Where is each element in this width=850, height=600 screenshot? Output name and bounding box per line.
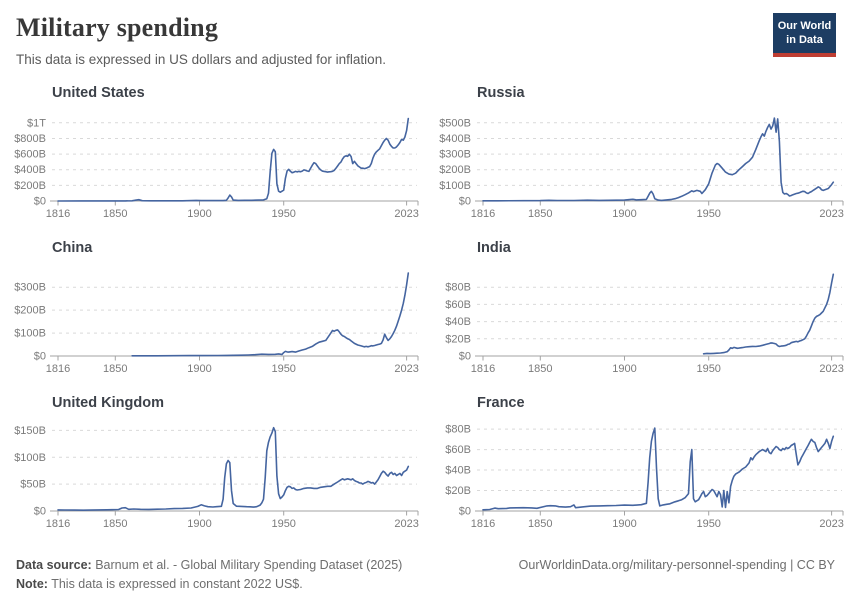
svg-text:2023: 2023: [394, 518, 418, 530]
svg-text:$200B: $200B: [14, 180, 46, 192]
line-chart-china: $0 $100B $200B $300B 1816 1850 1900 1950 2023: [14, 272, 419, 375]
data-source-label: Data source:: [16, 558, 92, 572]
svg-text:$200B: $200B: [439, 164, 471, 176]
svg-text:1850: 1850: [103, 518, 127, 530]
small-multiples-grid: United States $0 $200B $400B $600B $800B $1T 1…: [0, 82, 850, 547]
svg-text:$60B: $60B: [445, 444, 471, 456]
line-chart-united-kingdom: $0 $50B $100B $150B 1816 1850 1900 1950 2023: [14, 425, 419, 530]
svg-text:1816: 1816: [471, 363, 495, 375]
line-chart-russia: $0 $100B $200B $300B $400B $500B 1816 1850 1900 1…: [439, 117, 844, 220]
svg-text:1900: 1900: [187, 363, 211, 375]
svg-text:$1T: $1T: [27, 117, 46, 129]
svg-text:$0: $0: [459, 506, 471, 518]
svg-text:1950: 1950: [696, 208, 720, 220]
note-line: Note: This data is expressed in constant…: [16, 575, 402, 594]
svg-text:2023: 2023: [819, 363, 843, 375]
svg-text:$300B: $300B: [14, 282, 46, 294]
svg-text:1850: 1850: [528, 518, 552, 530]
logo-text-line2: in Data: [786, 33, 823, 46]
page-title: Military spending: [16, 13, 219, 42]
svg-text:$200B: $200B: [14, 305, 46, 317]
svg-text:$100B: $100B: [14, 452, 46, 464]
chart-cell-united-kingdom: United Kingdom $0 $50B $100B $150B 1816 1850 1…: [0, 392, 425, 547]
svg-text:1950: 1950: [271, 363, 295, 375]
chart-title-russia: Russia: [477, 85, 525, 101]
svg-text:1900: 1900: [187, 208, 211, 220]
svg-text:1900: 1900: [612, 208, 636, 220]
note-text: This data is expressed in constant 2022 …: [51, 576, 303, 591]
owid-logo: Our World in Data: [773, 13, 836, 57]
svg-text:$0: $0: [34, 196, 46, 208]
line-chart-united-states: $0 $200B $400B $600B $800B $1T 1816 1850 1900 195…: [14, 117, 419, 220]
logo-text-line1: Our World: [777, 20, 832, 32]
svg-text:$80B: $80B: [445, 282, 471, 294]
chart-cell-united-states: United States $0 $200B $400B $600B $800B $1T 1…: [0, 82, 425, 237]
footer-source-block: Data source: Barnum et al. - Global Mili…: [16, 556, 402, 594]
chart-title-united-kingdom: United Kingdom: [52, 395, 164, 411]
chart-cell-russia: Russia $0 $100B $200B $300B $400B $500B 1816 18…: [425, 82, 850, 237]
svg-text:1850: 1850: [103, 363, 127, 375]
svg-text:1816: 1816: [46, 208, 70, 220]
svg-text:$40B: $40B: [445, 465, 471, 477]
page-subtitle: This data is expressed in US dollars and…: [16, 52, 386, 67]
svg-text:1850: 1850: [528, 208, 552, 220]
svg-text:1816: 1816: [46, 363, 70, 375]
svg-text:$80B: $80B: [445, 424, 471, 436]
svg-text:$300B: $300B: [439, 149, 471, 161]
svg-text:$20B: $20B: [445, 485, 471, 497]
chart-title-united-states: United States: [52, 85, 145, 101]
svg-text:$500B: $500B: [439, 117, 471, 129]
data-source-text: Barnum et al. - Global Military Spending…: [95, 558, 403, 572]
svg-text:$0: $0: [459, 196, 471, 208]
svg-text:1950: 1950: [271, 518, 295, 530]
svg-text:1900: 1900: [612, 518, 636, 530]
svg-text:1950: 1950: [696, 518, 720, 530]
svg-text:2023: 2023: [394, 208, 418, 220]
svg-text:$150B: $150B: [14, 425, 46, 437]
svg-text:1850: 1850: [103, 208, 127, 220]
svg-text:$0: $0: [459, 351, 471, 363]
svg-text:1900: 1900: [187, 518, 211, 530]
line-chart-india: $0 $20B $40B $60B $80B 1816 1850 1900 1950 2023: [445, 273, 844, 375]
svg-text:$50B: $50B: [20, 479, 46, 491]
svg-text:$0: $0: [34, 506, 46, 518]
svg-text:$600B: $600B: [14, 149, 46, 161]
svg-text:$0: $0: [34, 351, 46, 363]
svg-text:$100B: $100B: [14, 328, 46, 340]
svg-text:1950: 1950: [696, 363, 720, 375]
chart-cell-india: India $0 $20B $40B $60B $80B 1816 1850 1900 1950…: [425, 237, 850, 392]
svg-text:$20B: $20B: [445, 333, 471, 345]
chart-footer: Data source: Barnum et al. - Global Mili…: [0, 547, 850, 594]
chart-title-china: China: [52, 240, 93, 256]
svg-text:1950: 1950: [271, 208, 295, 220]
svg-text:$800B: $800B: [14, 133, 46, 145]
svg-text:2023: 2023: [819, 518, 843, 530]
line-chart-france: $0 $20B $40B $60B $80B 1816 1850 1900 1950 2023: [445, 424, 844, 530]
data-source-line: Data source: Barnum et al. - Global Mili…: [16, 556, 402, 575]
svg-text:1850: 1850: [528, 363, 552, 375]
chart-header: Military spending This data is expressed…: [0, 0, 850, 82]
chart-title-france: France: [477, 395, 525, 411]
svg-text:$60B: $60B: [445, 299, 471, 311]
svg-text:1900: 1900: [612, 363, 636, 375]
svg-text:$100B: $100B: [439, 180, 471, 192]
svg-text:$40B: $40B: [445, 316, 471, 328]
svg-text:$400B: $400B: [439, 133, 471, 145]
note-label: Note:: [16, 576, 48, 591]
svg-text:$400B: $400B: [14, 164, 46, 176]
owid-url-link[interactable]: OurWorldinData.org/military-personnel-sp…: [518, 558, 835, 572]
header-text: Military spending This data is expressed…: [16, 13, 386, 67]
svg-text:2023: 2023: [819, 208, 843, 220]
svg-text:1816: 1816: [471, 208, 495, 220]
chart-cell-france: France $0 $20B $40B $60B $80B 1816 1850 1900 195…: [425, 392, 850, 547]
svg-text:1816: 1816: [46, 518, 70, 530]
svg-text:1816: 1816: [471, 518, 495, 530]
chart-title-india: India: [477, 240, 511, 256]
svg-text:2023: 2023: [394, 363, 418, 375]
chart-cell-china: China $0 $100B $200B $300B 1816 1850 1900 1950 2…: [0, 237, 425, 392]
